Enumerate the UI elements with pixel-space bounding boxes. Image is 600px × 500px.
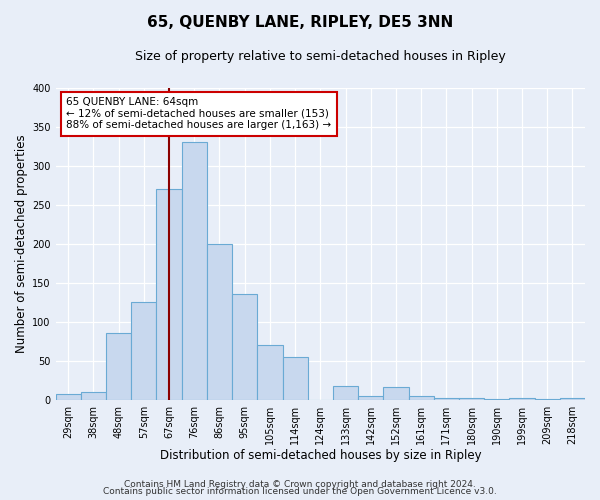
X-axis label: Distribution of semi-detached houses by size in Ripley: Distribution of semi-detached houses by … [160,450,481,462]
Text: 65, QUENBY LANE, RIPLEY, DE5 3NN: 65, QUENBY LANE, RIPLEY, DE5 3NN [147,15,453,30]
Bar [106,334,131,400]
Bar [207,244,232,400]
Bar [56,394,81,400]
Bar [409,396,434,400]
Bar [535,399,560,400]
Bar [358,396,383,400]
Y-axis label: Number of semi-detached properties: Number of semi-detached properties [15,134,28,353]
Title: Size of property relative to semi-detached houses in Ripley: Size of property relative to semi-detach… [135,50,506,63]
Bar [459,398,484,400]
Text: Contains HM Land Registry data © Crown copyright and database right 2024.: Contains HM Land Registry data © Crown c… [124,480,476,489]
Bar [157,189,182,400]
Bar [232,294,257,400]
Bar [81,392,106,400]
Bar [383,387,409,400]
Bar [283,357,308,400]
Bar [131,302,157,400]
Bar [484,399,509,400]
Bar [182,142,207,400]
Text: 65 QUENBY LANE: 64sqm
← 12% of semi-detached houses are smaller (153)
88% of sem: 65 QUENBY LANE: 64sqm ← 12% of semi-deta… [66,97,331,130]
Bar [509,398,535,400]
Text: Contains public sector information licensed under the Open Government Licence v3: Contains public sector information licen… [103,487,497,496]
Bar [333,386,358,400]
Bar [434,398,459,400]
Bar [257,345,283,400]
Bar [560,398,585,400]
